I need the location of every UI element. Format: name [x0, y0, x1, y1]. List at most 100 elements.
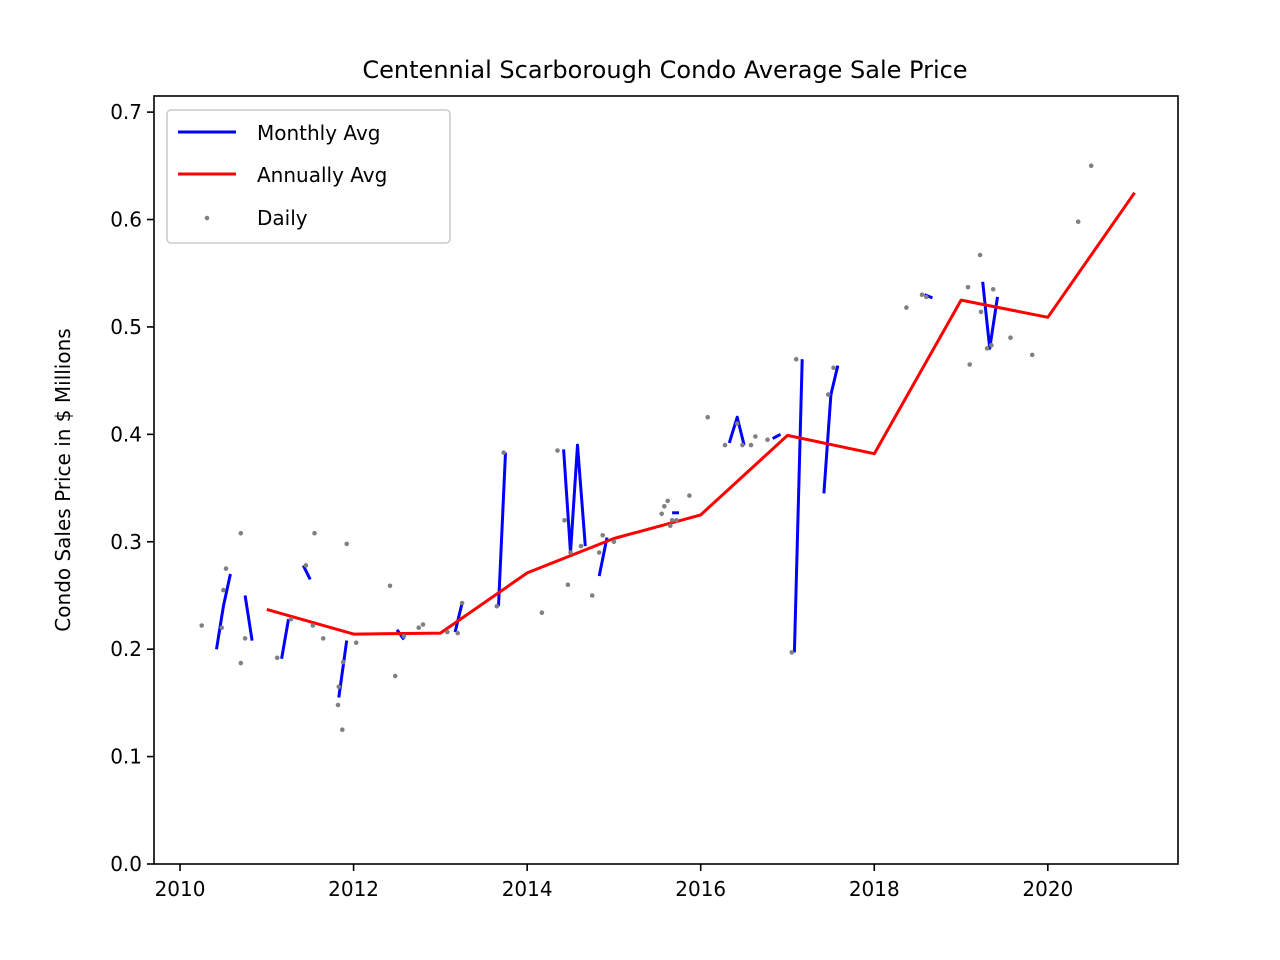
- daily-point: [335, 702, 341, 708]
- monthly-avg-segment: [597, 537, 609, 577]
- daily-point: [668, 523, 673, 528]
- y-tick-label: 0.0: [110, 852, 142, 876]
- daily-point: [1008, 335, 1013, 341]
- daily-point: [312, 530, 317, 536]
- y-tick-label: 0.6: [110, 208, 142, 232]
- daily-point: [223, 566, 229, 571]
- daily-point: [687, 493, 692, 498]
- daily-point: [611, 539, 617, 545]
- monthly-avg-segment: [562, 443, 587, 554]
- daily-point: [539, 610, 545, 615]
- annual-avg-line: [266, 191, 1136, 636]
- legend-label-daily: Daily: [257, 206, 308, 230]
- y-tick-label: 0.2: [110, 637, 142, 661]
- daily-point: [340, 659, 346, 665]
- daily-point: [392, 673, 398, 679]
- daily-point: [748, 442, 754, 448]
- legend: Monthly Avg Annually Avg Daily: [166, 109, 451, 244]
- y-axis-label: Condo Sales Price in $ Millions: [51, 328, 75, 631]
- daily-point: [219, 625, 224, 630]
- daily-point: [199, 623, 204, 628]
- x-tick-label: 2020: [1022, 877, 1073, 901]
- y-tick-label: 0.3: [110, 530, 142, 554]
- daily-point: [984, 346, 990, 351]
- daily-point: [705, 414, 710, 420]
- daily-point: [221, 587, 226, 593]
- daily-point: [1088, 163, 1094, 169]
- daily-point: [740, 442, 745, 448]
- daily-point: [353, 640, 359, 645]
- legend-label-annually: Annually Avg: [257, 163, 387, 187]
- monthly-avg-segment: [792, 359, 804, 653]
- x-axis: 2010 2012 2014 2016 2018 2020: [155, 864, 1073, 901]
- daily-point: [387, 583, 393, 589]
- daily-point: [578, 543, 584, 549]
- daily-point: [344, 541, 350, 547]
- daily-point: [662, 504, 667, 509]
- x-tick-label: 2010: [155, 877, 206, 901]
- daily-point: [589, 593, 595, 598]
- daily-point: [238, 660, 244, 666]
- daily-point: [1029, 352, 1035, 358]
- legend-box: [166, 109, 451, 244]
- daily-point: [320, 636, 326, 641]
- daily-point: [568, 550, 573, 555]
- plot-area: [199, 163, 1136, 732]
- monthly-avg-segment: [822, 365, 840, 494]
- daily-point: [977, 252, 983, 258]
- daily-point: [659, 511, 664, 517]
- daily-point: [459, 600, 465, 606]
- daily-point: [753, 434, 758, 439]
- daily-point: [967, 362, 972, 367]
- daily-point: [455, 630, 461, 636]
- daily-point: [722, 442, 728, 448]
- y-tick-label: 0.5: [110, 315, 142, 339]
- daily-point: [674, 518, 679, 523]
- daily-point: [565, 582, 571, 587]
- daily-point: [420, 622, 426, 627]
- daily-point: [990, 287, 996, 292]
- daily-point: [288, 616, 294, 622]
- y-tick-label: 0.4: [110, 422, 142, 446]
- daily-point: [494, 603, 500, 609]
- daily-point: [445, 629, 450, 635]
- daily-point: [831, 365, 836, 371]
- daily-point: [416, 625, 422, 630]
- y-tick-label: 0.1: [110, 745, 142, 769]
- daily-point: [793, 356, 799, 362]
- daily-point: [596, 550, 602, 555]
- monthly-avg-segment: [280, 618, 290, 660]
- daily-point: [669, 518, 675, 523]
- monthly-avg-segment: [301, 564, 312, 581]
- x-tick-label: 2014: [502, 877, 553, 901]
- daily-point: [826, 392, 831, 397]
- daily-point: [789, 650, 795, 655]
- daily-point: [600, 533, 605, 538]
- daily-point: [501, 450, 507, 455]
- daily-point: [989, 342, 994, 348]
- daily-point: [303, 563, 309, 568]
- chart-title: Centennial Scarborough Condo Average Sal…: [362, 56, 967, 84]
- daily-point: [310, 623, 316, 628]
- daily-point: [1075, 219, 1081, 224]
- monthly-avg-segment: [243, 595, 254, 641]
- monthly-avg-segment: [771, 432, 782, 440]
- daily-point: [562, 518, 567, 523]
- daily-point: [978, 309, 984, 315]
- daily-point: [274, 655, 280, 661]
- daily-point: [919, 292, 925, 298]
- daily-point: [924, 294, 929, 300]
- legend-label-monthly: Monthly Avg: [257, 121, 380, 145]
- daily-point: [965, 284, 971, 290]
- daily-point: [555, 448, 560, 453]
- monthly-avg-segment: [727, 415, 746, 446]
- x-tick-label: 2018: [849, 877, 900, 901]
- daily-point: [401, 634, 407, 639]
- monthly-avg-segment: [215, 573, 232, 650]
- daily-point: [734, 421, 740, 426]
- daily-point: [242, 636, 248, 641]
- daily-point: [238, 530, 244, 536]
- monthly-avg-segment: [497, 452, 507, 607]
- y-tick-label: 0.7: [110, 100, 142, 124]
